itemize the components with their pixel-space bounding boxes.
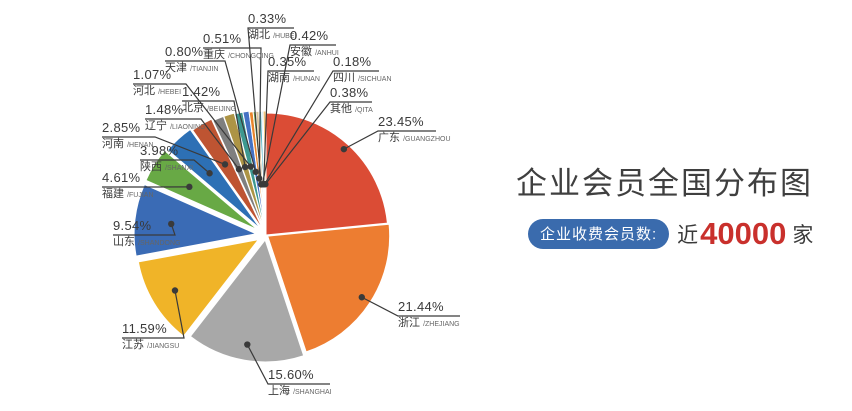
pie-slice bbox=[137, 238, 260, 337]
leader-line bbox=[203, 47, 262, 179]
pie-slice bbox=[223, 112, 266, 232]
page-title: 企业会员全国分布图 bbox=[516, 166, 813, 201]
count-suffix: 家 bbox=[792, 223, 814, 247]
leader-dot bbox=[247, 163, 254, 170]
pie-slice bbox=[191, 118, 264, 231]
leader-line bbox=[122, 290, 185, 339]
leader-dot bbox=[235, 166, 243, 173]
leader-line bbox=[165, 60, 257, 172]
leader-dot bbox=[186, 183, 193, 191]
leader-line bbox=[247, 27, 294, 185]
leader-line bbox=[264, 101, 372, 185]
pie-slice bbox=[189, 238, 305, 363]
pie-slice bbox=[167, 128, 262, 230]
leader-dot bbox=[252, 168, 259, 176]
leader-dot bbox=[241, 163, 249, 171]
leader-line bbox=[261, 44, 336, 185]
member-count-badge: 企业收费会员数: bbox=[528, 218, 670, 249]
leader-line bbox=[140, 159, 210, 174]
member-count-row: 企业收费会员数: 近 40000 家 bbox=[528, 218, 813, 249]
leader-dot bbox=[171, 287, 179, 294]
leader-dot bbox=[244, 341, 251, 348]
pie-slice bbox=[265, 112, 388, 236]
leader-line bbox=[343, 130, 436, 150]
pie-slice bbox=[133, 183, 258, 257]
leader-line bbox=[263, 70, 379, 185]
leader-line bbox=[263, 70, 314, 185]
leader-dot bbox=[358, 294, 365, 301]
leader-line bbox=[102, 136, 226, 165]
leader-dot bbox=[262, 181, 269, 188]
pie-slice bbox=[267, 223, 391, 353]
leader-dot bbox=[206, 170, 213, 177]
summary-panel: 企业会员全国分布图 企业收费会员数: 近 40000 家 bbox=[516, 158, 846, 249]
count-prefix: 近 bbox=[677, 223, 699, 247]
leader-line bbox=[133, 83, 252, 167]
leader-dot bbox=[340, 145, 348, 153]
count-number: 40000 bbox=[700, 216, 787, 251]
leader-line bbox=[145, 118, 240, 170]
leader-dot bbox=[168, 220, 175, 228]
leader-line bbox=[246, 344, 330, 385]
leader-dot bbox=[221, 161, 229, 168]
leader-line bbox=[361, 296, 460, 317]
leader-line bbox=[113, 223, 176, 236]
pie-slice bbox=[145, 149, 258, 231]
